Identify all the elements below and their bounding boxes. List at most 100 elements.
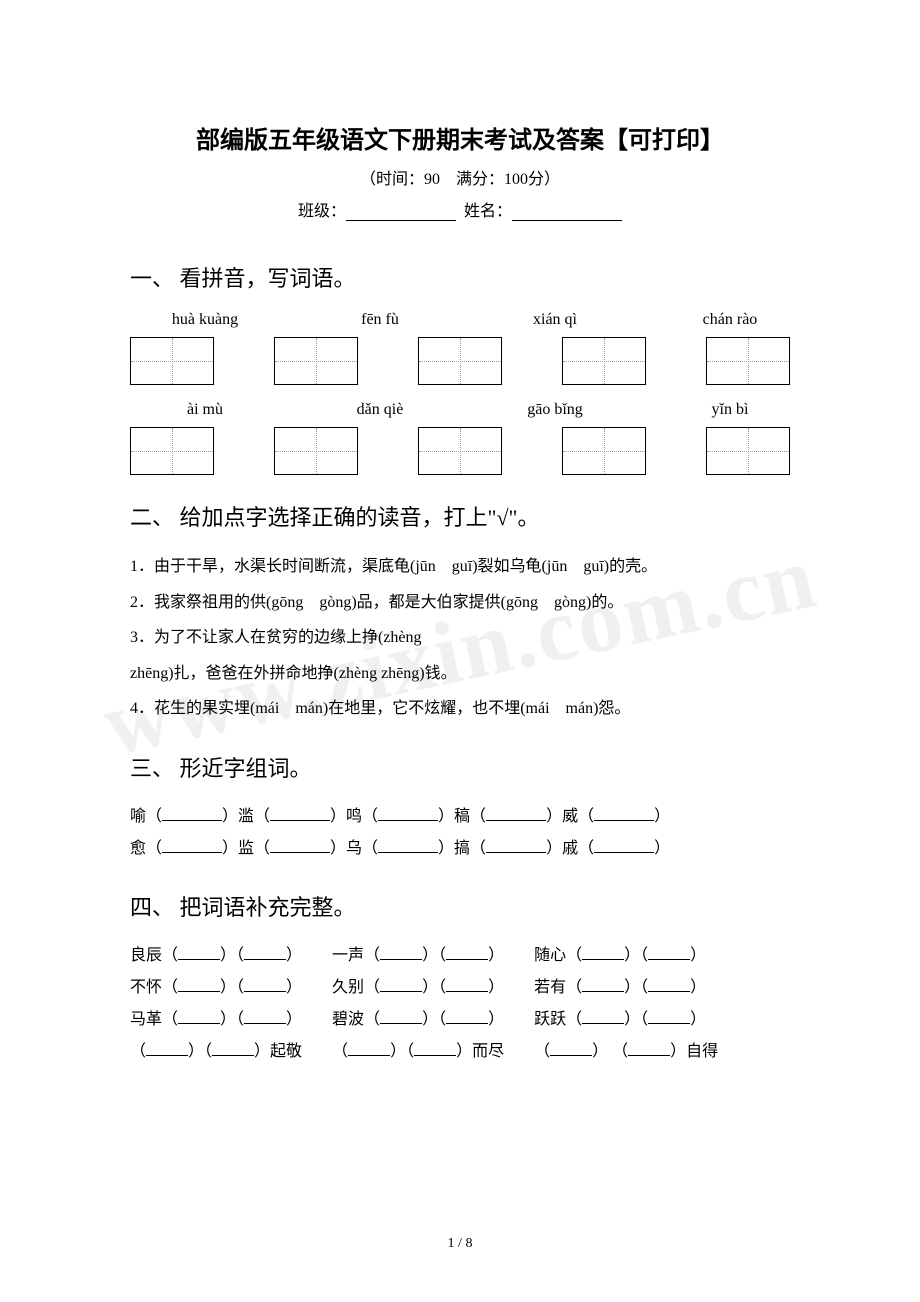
document-title: 部编版五年级语文下册期末考试及答案【可打印】 [130, 120, 790, 155]
blank[interactable] [244, 991, 286, 992]
q4-text: 良辰（ [130, 947, 178, 964]
blank[interactable] [212, 1055, 254, 1056]
write-box[interactable] [562, 427, 646, 475]
q4-text: 随心（ [534, 947, 582, 964]
blank[interactable] [380, 959, 422, 960]
q4-cell: （）（）而尽 [332, 1036, 504, 1068]
blank[interactable] [446, 991, 488, 992]
blank[interactable] [178, 1023, 220, 1024]
q4-cell: 碧波（）（） [332, 1004, 504, 1036]
write-box[interactable] [130, 337, 214, 385]
write-box[interactable] [562, 337, 646, 385]
q4-cell: 随心（）（） [534, 940, 706, 972]
q4-text: ） [690, 1011, 706, 1028]
q2-4: 4．花生的果实埋(mái mán)在地里，它不炫耀，也不埋(mái mán)怨。 [130, 692, 790, 726]
q4-text: ）（ [422, 1011, 446, 1028]
blank[interactable] [582, 1023, 624, 1024]
page-content: 部编版五年级语文下册期末考试及答案【可打印】 （时间：90 满分：100分） 班… [130, 120, 790, 1068]
q4-text: 若有（ [534, 979, 582, 996]
q3-char: ）鸣（ [330, 808, 378, 825]
blank[interactable] [648, 959, 690, 960]
blank[interactable] [582, 991, 624, 992]
blank[interactable] [380, 1023, 422, 1024]
blank[interactable] [380, 991, 422, 992]
q2-2: 2．我家祭祖用的供(gōng gòng)品，都是大伯家提供(gōng gòng)… [130, 586, 790, 620]
q4-text: ）（ [390, 1043, 414, 1060]
q4-row-3: 马革（）（） 碧波（）（） 跃跃（ ）（ ） [130, 1004, 790, 1036]
blank[interactable] [244, 1023, 286, 1024]
blank[interactable] [446, 959, 488, 960]
q4-text: （ [332, 1043, 348, 1060]
q3-line-1: 喻（）滥（）鸣（）稿（）威（） [130, 801, 790, 833]
q4-row-4: （）（）起敬 （）（）而尽 （） （）自得 [130, 1036, 790, 1068]
q3-char: ）监（ [222, 840, 270, 857]
q4-cell: （ ）（ ）起敬 [130, 1036, 302, 1068]
q3-char: 喻（ [130, 808, 162, 825]
pinyin-5: ài mù [160, 401, 250, 419]
write-box[interactable] [706, 337, 790, 385]
blank[interactable] [628, 1055, 670, 1056]
blank[interactable] [146, 1055, 188, 1056]
blank[interactable] [270, 820, 330, 821]
q4-text: ）（ [624, 947, 648, 964]
writing-box-row-1 [130, 337, 790, 385]
blank[interactable] [244, 959, 286, 960]
q3-char: ）滥（ [222, 808, 270, 825]
q4-cell: 马革（）（） [130, 1004, 302, 1036]
write-box[interactable] [418, 337, 502, 385]
blank[interactable] [486, 820, 546, 821]
q4-text: 不怀（ [130, 979, 178, 996]
q4-text: ）自得 [670, 1043, 718, 1060]
blank[interactable] [162, 852, 222, 853]
blank[interactable] [582, 959, 624, 960]
q3-char: ）搞（ [438, 840, 486, 857]
q3-char: ）乌（ [330, 840, 378, 857]
q4-text: ） [286, 979, 302, 996]
write-box[interactable] [130, 427, 214, 475]
name-blank[interactable] [512, 220, 622, 221]
write-box[interactable] [418, 427, 502, 475]
q4-cell: 跃跃（ ）（ ） [534, 1004, 706, 1036]
section1-heading: 一、 看拼音，写词语。 [130, 261, 790, 293]
q4-cell: 不怀（）（） [130, 972, 302, 1004]
blank[interactable] [414, 1055, 456, 1056]
q4-text: ）（ [188, 1043, 212, 1060]
q4-text: （ [130, 1043, 146, 1060]
q4-text: 跃跃（ [534, 1011, 582, 1028]
blank[interactable] [178, 991, 220, 992]
blank[interactable] [178, 959, 220, 960]
q4-cell: 良辰（ ）（ ） [130, 940, 302, 972]
blank[interactable] [648, 1023, 690, 1024]
q2-1: 1．由于干旱，水渠长时间断流，渠底龟(jūn guī)裂如乌龟(jūn guī)… [130, 550, 790, 584]
blank[interactable] [550, 1055, 592, 1056]
blank[interactable] [486, 852, 546, 853]
pinyin-7: gāo bǐng [510, 401, 600, 419]
q4-text: ）（ [422, 947, 446, 964]
q4-text: ）起敬 [254, 1043, 302, 1060]
q4-cell: （） （）自得 [534, 1036, 718, 1068]
blank[interactable] [594, 852, 654, 853]
write-box[interactable] [274, 337, 358, 385]
writing-box-row-2 [130, 427, 790, 475]
q4-text: ） [286, 947, 302, 964]
write-box[interactable] [274, 427, 358, 475]
blank[interactable] [446, 1023, 488, 1024]
blank[interactable] [594, 820, 654, 821]
section4-heading: 四、 把词语补充完整。 [130, 890, 790, 922]
q4-text: ）（ [220, 947, 244, 964]
blank[interactable] [348, 1055, 390, 1056]
class-blank[interactable] [346, 220, 456, 221]
blank[interactable] [648, 991, 690, 992]
pinyin-1: huà kuàng [160, 311, 250, 329]
q4-row-1: 良辰（ ）（ ） 一声（）（） 随心（ ）（ ） [130, 940, 790, 972]
write-box[interactable] [706, 427, 790, 475]
pinyin-row-2: ài mù dǎn qiè gāo bǐng yǐn bì [160, 401, 790, 419]
blank[interactable] [270, 852, 330, 853]
q2-3a: 3．为了不让家人在贫穷的边缘上挣(zhèng [130, 621, 790, 655]
q4-text: ）（ [624, 1011, 648, 1028]
pinyin-4: chán rào [685, 311, 775, 329]
blank[interactable] [378, 852, 438, 853]
q4-cell: 一声（）（） [332, 940, 504, 972]
blank[interactable] [378, 820, 438, 821]
blank[interactable] [162, 820, 222, 821]
